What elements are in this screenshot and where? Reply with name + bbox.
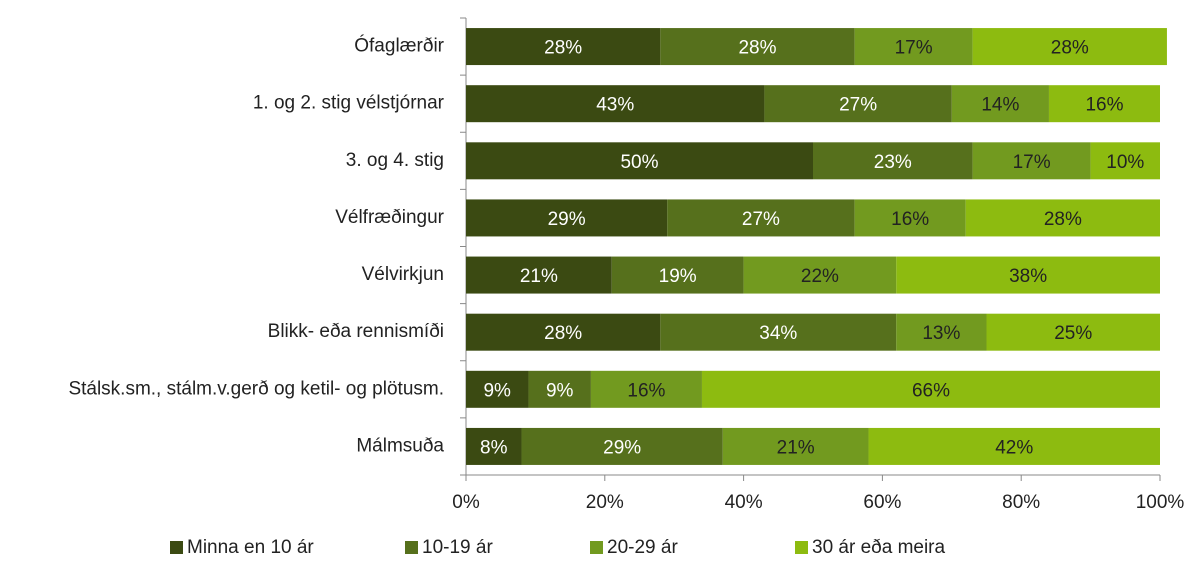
- bar-segment: [590, 370, 702, 408]
- bar-segment: [466, 313, 661, 351]
- bar-segment: [972, 28, 1167, 66]
- data-label: 14%: [981, 95, 1019, 116]
- bar-segment: [611, 256, 744, 294]
- data-label: 50%: [620, 152, 658, 173]
- y-tick-label: Málmsuða: [356, 435, 444, 456]
- y-tick-label: 1. og 2. stig vélstjórnar: [253, 93, 445, 114]
- legend-label: 20-29 ár: [607, 537, 678, 558]
- legend-label: Minna en 10 ár: [187, 537, 314, 558]
- data-label: 9%: [546, 380, 574, 401]
- data-label: 27%: [742, 209, 780, 230]
- data-label: 28%: [1051, 38, 1089, 59]
- bar-segment: [896, 313, 987, 351]
- legend-swatch: [405, 541, 418, 554]
- data-label: 21%: [777, 437, 815, 458]
- bar-segment: [466, 370, 529, 408]
- data-label: 22%: [801, 266, 839, 287]
- bar-segment: [868, 427, 1160, 465]
- x-tick-label: 80%: [1002, 492, 1040, 513]
- legend-swatch: [590, 541, 603, 554]
- y-tick-label: 3. og 4. stig: [346, 150, 444, 171]
- bar-segment: [764, 85, 952, 123]
- x-tick-label: 40%: [725, 492, 763, 513]
- bar-segment: [466, 142, 813, 180]
- data-label: 8%: [480, 437, 508, 458]
- bar-segment: [896, 256, 1160, 294]
- bar-segment: [667, 199, 855, 237]
- data-label: 17%: [895, 38, 933, 59]
- data-label: 21%: [520, 266, 558, 287]
- bar-segment: [965, 199, 1160, 237]
- legend-swatch: [170, 541, 183, 554]
- data-label: 25%: [1054, 323, 1092, 344]
- bar-segment: [951, 85, 1049, 123]
- data-label: 13%: [922, 323, 960, 344]
- bar-segment: [813, 142, 973, 180]
- data-label: 17%: [1013, 152, 1051, 173]
- x-tick-label: 0%: [452, 492, 480, 513]
- data-label: 23%: [874, 152, 912, 173]
- bar-segment: [972, 142, 1091, 180]
- data-label: 19%: [659, 266, 697, 287]
- bar-segment: [1048, 85, 1160, 123]
- x-tick-label: 100%: [1136, 492, 1185, 513]
- y-tick-label: Ófaglærðir: [354, 35, 444, 57]
- data-label: 16%: [627, 380, 665, 401]
- x-tick-label: 60%: [863, 492, 901, 513]
- bar-segment: [854, 199, 966, 237]
- x-tick-label: 20%: [586, 492, 624, 513]
- bar-segment: [466, 427, 522, 465]
- bar-segment: [1090, 142, 1160, 180]
- legend-label: 30 ár eða meira: [812, 537, 946, 558]
- data-label: 28%: [544, 38, 582, 59]
- data-label: 43%: [596, 95, 634, 116]
- y-tick-label: Vélfræðingur: [335, 207, 444, 228]
- data-label: 28%: [738, 38, 776, 59]
- bar-segment: [466, 256, 612, 294]
- legend-label: 10-19 ár: [422, 537, 493, 558]
- data-label: 27%: [839, 95, 877, 116]
- data-label: 9%: [483, 380, 511, 401]
- bar-segment: [660, 313, 897, 351]
- bar-segment: [986, 313, 1160, 351]
- bar-segment: [722, 427, 869, 465]
- data-label: 28%: [1044, 209, 1082, 230]
- data-label: 34%: [759, 323, 797, 344]
- bar-segment: [466, 85, 765, 123]
- data-label: 38%: [1009, 266, 1047, 287]
- bar-segment: [528, 370, 591, 408]
- bar-segment: [854, 28, 973, 66]
- bar-segment: [466, 199, 668, 237]
- bar-segment: [743, 256, 897, 294]
- data-label: 42%: [995, 437, 1033, 458]
- y-tick-label: Blikk- eða rennismíði: [268, 321, 444, 342]
- data-label: 16%: [891, 209, 929, 230]
- bar-segment: [660, 28, 855, 66]
- bar-segment: [521, 427, 723, 465]
- data-label: 10%: [1106, 152, 1144, 173]
- data-label: 29%: [548, 209, 586, 230]
- y-tick-label: Stálsk.sm., stálm.v.gerð og ketil- og pl…: [68, 378, 444, 399]
- data-label: 29%: [603, 437, 641, 458]
- data-label: 66%: [912, 380, 950, 401]
- bar-segment: [701, 370, 1160, 408]
- y-tick-label: Vélvirkjun: [362, 264, 444, 285]
- bar-segment: [466, 28, 661, 66]
- data-label: 28%: [544, 323, 582, 344]
- legend-swatch: [795, 541, 808, 554]
- data-label: 16%: [1085, 95, 1123, 116]
